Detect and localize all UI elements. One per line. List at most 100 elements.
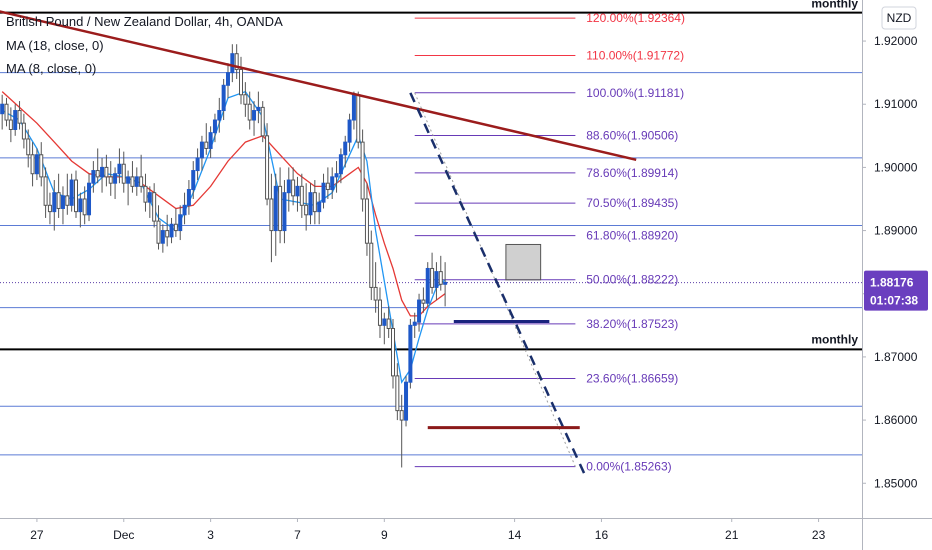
candle-body [260,106,265,137]
candle-17 [73,170,78,218]
candle-1 [4,97,9,127]
candle-body [343,141,348,156]
y-tick-label-1: 1.86000 [874,413,918,427]
candle-body [208,132,213,149]
candle-body [278,185,283,232]
x-tick-label-4: 9 [381,528,388,542]
candle-23 [100,157,105,193]
candle-84 [364,183,369,256]
candle-94 [408,319,413,389]
candle-10 [43,167,48,218]
candle-33 [143,173,148,212]
candle-93 [404,375,409,427]
candle-body [169,223,174,238]
candle-body [265,135,270,200]
candle-body [221,84,226,112]
candle-body [104,166,109,178]
candle-body [364,198,369,244]
candle-98 [425,262,430,307]
candle-43 [186,180,191,215]
candle-99 [430,252,435,294]
candle-34 [147,186,152,218]
candle-body [399,410,404,421]
candle-58 [252,101,257,136]
candle-body [334,173,339,178]
candle-26 [113,167,118,199]
candle-body [360,141,365,200]
fib-label-3: 88.60%(1.90506) [586,128,678,142]
candle-30 [130,161,135,193]
candle-body [286,179,291,194]
candle-body [230,53,235,74]
candle-86 [373,262,378,313]
fib-label-5: 70.50%(1.89435) [586,196,678,210]
candle-12 [52,180,57,231]
candle-body [173,223,178,232]
candle-body [299,185,304,206]
candle-77 [334,161,339,193]
candle-60 [260,101,265,143]
ma-fast-legend[interactable]: MA (8, close, 0) [6,61,97,76]
candle-24 [104,154,109,187]
chart-title: British Pound / New Zealand Dollar, 4h, … [6,14,283,29]
candle-body [195,157,200,172]
candle-body [156,220,161,244]
x-tick-label-1: Dec [113,528,134,542]
candle-89 [386,306,391,338]
candle-55 [239,56,244,105]
fib-label-0: 120.00%(1.92364) [586,11,685,25]
candle-body [425,267,430,304]
candle-57 [247,91,252,130]
candle-body [39,154,44,178]
candle-0 [0,94,5,130]
candle-13 [56,173,61,218]
currency-badge-text: NZD [887,11,912,25]
descending-trendline [0,10,637,162]
candle-body [295,185,300,197]
ma-slow-legend[interactable]: MA (18, close, 0) [6,38,104,53]
candle-body [95,170,100,178]
candle-body [325,182,330,191]
candle-body [252,110,257,121]
candle-body [56,192,61,209]
candle-body [330,176,335,191]
candle-59 [256,91,261,124]
candle-42 [182,192,187,225]
candle-70 [304,183,309,231]
candle-body [78,198,83,213]
candle-62 [269,173,274,263]
candle-body [391,327,396,377]
candle-20 [87,173,92,222]
candle-15 [65,173,70,215]
candle-body [4,103,9,121]
candle-body [43,176,48,206]
fib-label-7: 50.00%(1.88222) [586,273,678,287]
fib-label-10: 0.00%(1.85263) [586,460,671,474]
candle-body [386,318,391,329]
candle-body [52,192,57,213]
candle-54 [234,44,239,79]
currency-badge[interactable]: NZD [881,6,917,30]
candle-32 [139,154,144,193]
candle-76 [330,167,335,199]
candle-body [239,68,244,96]
price-tag-value: 1.88176 [870,276,914,290]
candle-72 [312,180,317,225]
candle-body [356,94,361,143]
candle-85 [369,230,374,301]
candle-74 [321,173,326,209]
candle-body [382,318,387,326]
candle-90 [391,319,396,389]
fib-label-4: 78.60%(1.89914) [586,166,678,180]
candle-body [377,299,382,326]
y-tick-label-6: 1.91000 [874,97,918,111]
candle-body [412,321,417,326]
candle-body [8,119,13,131]
candle-body [404,381,409,421]
consolidation-rectangle [505,243,542,281]
candle-body [82,198,87,216]
fib-label-6: 61.80%(1.88920) [586,229,678,243]
x-tick-label-6: 16 [595,528,609,542]
candle-52 [225,63,230,98]
